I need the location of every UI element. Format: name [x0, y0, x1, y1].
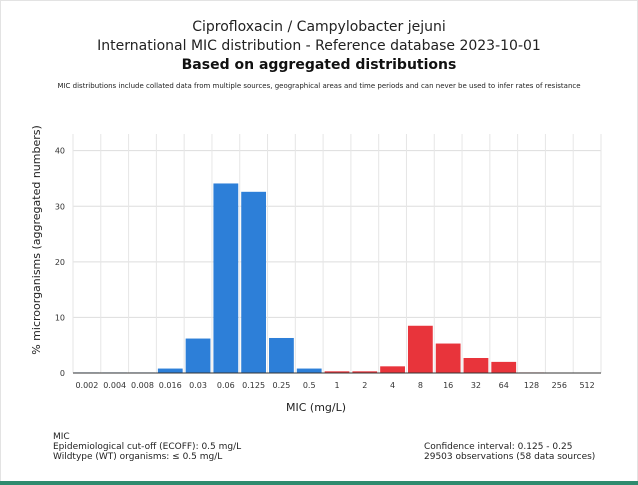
- x-tick-label: 64: [499, 381, 509, 390]
- x-tick-label: 32: [471, 381, 481, 390]
- grid-lines: [72, 134, 602, 374]
- y-tick-label: 10: [55, 313, 65, 322]
- y-tick-label: 0: [60, 369, 65, 378]
- x-tick-label: 128: [524, 381, 539, 390]
- bar-2: [352, 371, 378, 373]
- x-tick-label: 512: [579, 381, 594, 390]
- y-axis-label: % microorganisms (aggregated numbers): [30, 125, 43, 355]
- x-tick-label: 16: [443, 381, 453, 390]
- x-tick-label: 0.06: [217, 381, 235, 390]
- x-tick-label: 0.5: [303, 381, 316, 390]
- note-ecoff: Epidemiological cut-off (ECOFF): 0.5 mg/…: [53, 442, 242, 452]
- x-tick-label: 256: [552, 381, 567, 390]
- bar-0.03: [185, 338, 211, 373]
- x-tick-label: 0.002: [75, 381, 98, 390]
- x-tick-label: 0.016: [159, 381, 182, 390]
- x-tick-label: 8: [418, 381, 423, 390]
- axes: 0 10 20 30 40 0.002 0.004 0.008 0.016 0.03 0.06 0.1…: [55, 147, 601, 390]
- x-tick-label: 2: [362, 381, 367, 390]
- bar-8: [407, 325, 433, 373]
- note-observations: 29503 observations (58 data sources): [424, 452, 596, 462]
- y-tick-label: 30: [55, 202, 65, 211]
- bar-1: [324, 371, 350, 373]
- bar-0.06: [213, 183, 239, 373]
- y-tick-label: 20: [55, 258, 65, 267]
- chart-title-line-1: Ciprofloxacin / Campylobacter jejuni: [192, 19, 446, 35]
- notes-right: Confidence interval: 0.125 - 0.25 29503 …: [424, 442, 595, 462]
- chart-title-line-3: Based on aggregated distributions: [181, 57, 457, 73]
- x-tick-label: 0.03: [189, 381, 207, 390]
- y-tick-label: 40: [55, 147, 65, 156]
- bars: [74, 183, 544, 373]
- bar-4: [380, 366, 405, 373]
- x-tick-label: 4: [390, 381, 395, 390]
- x-tick-label: 0.125: [242, 381, 265, 390]
- bottom-accent-bar: [0, 481, 638, 485]
- bar-16: [435, 343, 461, 373]
- chart-subtitle: MIC distributions include collated data …: [57, 82, 581, 90]
- bar-0.25: [269, 337, 294, 373]
- note-wildtype: Wildtype (WT) organisms: ≤ 0.5 mg/L: [53, 452, 223, 462]
- chart-title-line-2: International MIC distribution - Referen…: [97, 38, 541, 54]
- x-tick-label: 0.004: [103, 381, 126, 390]
- bar-32: [463, 357, 489, 373]
- bar-64: [491, 361, 517, 373]
- x-tick-label: 0.25: [273, 381, 291, 390]
- bar-0.016: [157, 368, 183, 373]
- notes-left: MIC Epidemiological cut-off (ECOFF): 0.5…: [53, 432, 241, 462]
- x-axis-label: MIC (mg/L): [286, 401, 346, 414]
- note-confidence: Confidence interval: 0.125 - 0.25: [424, 442, 573, 452]
- note-mic: MIC: [53, 432, 70, 442]
- x-tick-label: 1: [334, 381, 339, 390]
- bar-0.5: [296, 368, 322, 373]
- bar-0.125: [241, 191, 267, 373]
- x-tick-label: 0.008: [131, 381, 154, 390]
